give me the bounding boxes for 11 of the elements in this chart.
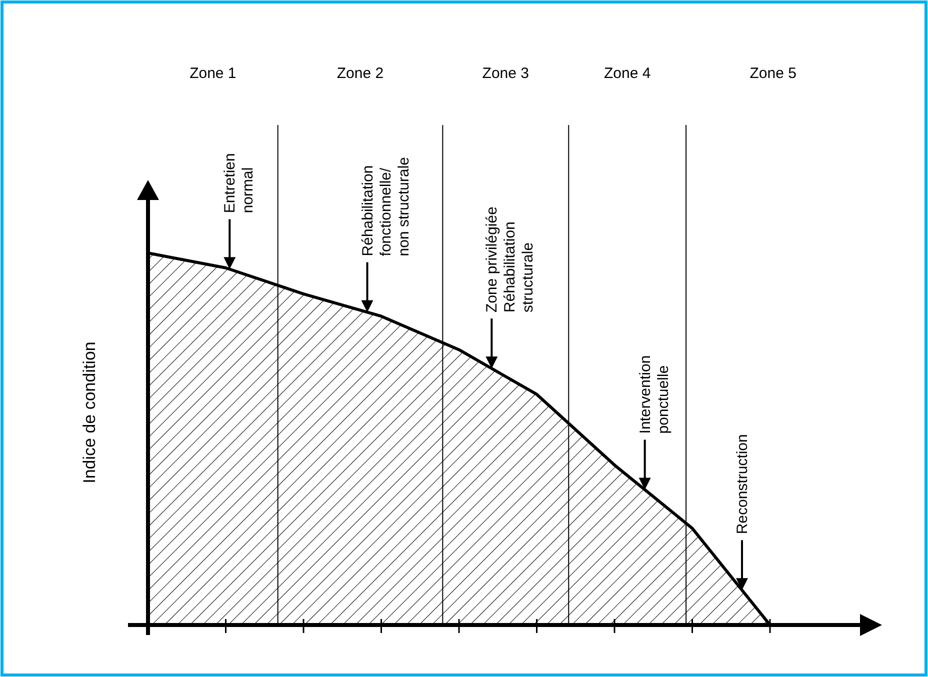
text: Entretien normal bbox=[222, 153, 257, 214]
text: Zone 5 bbox=[750, 65, 796, 82]
annotation: Reconstruction bbox=[734, 434, 752, 534]
text: Zone 1 bbox=[190, 65, 236, 82]
annotation: Intervention ponctuelle bbox=[636, 355, 672, 434]
annotation: Réhabilitation fonctionnelle/ non structurale bbox=[359, 156, 412, 256]
annotation: Zone privilégiée Réhabilitation structurale bbox=[484, 206, 537, 312]
text: Zone 2 bbox=[336, 65, 384, 82]
text: Zone 4 bbox=[604, 65, 651, 82]
text: Zone 3 bbox=[482, 65, 529, 82]
y-axis-title: Indice de condition bbox=[80, 342, 99, 484]
